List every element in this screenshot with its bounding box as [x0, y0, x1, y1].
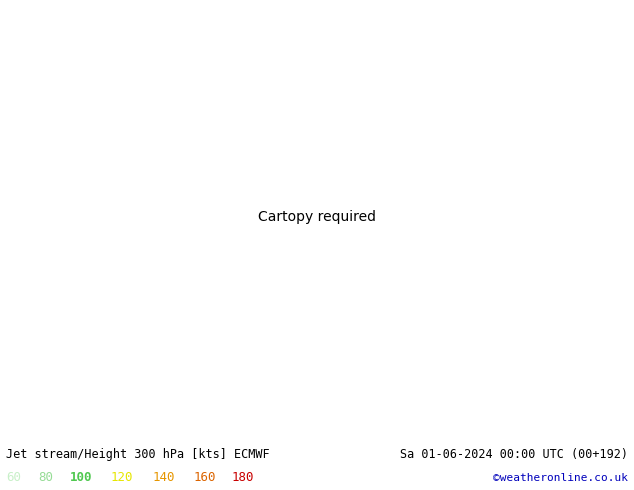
Text: Sa 01-06-2024 00:00 UTC (00+192): Sa 01-06-2024 00:00 UTC (00+192) [399, 448, 628, 461]
Text: Cartopy required: Cartopy required [258, 210, 376, 224]
Text: ©weatheronline.co.uk: ©weatheronline.co.uk [493, 472, 628, 483]
Text: Jet stream/Height 300 hPa [kts] ECMWF: Jet stream/Height 300 hPa [kts] ECMWF [6, 448, 270, 461]
Text: 160: 160 [193, 471, 216, 484]
Text: 120: 120 [111, 471, 133, 484]
Text: 60: 60 [6, 471, 22, 484]
Text: 140: 140 [152, 471, 174, 484]
Text: 180: 180 [231, 471, 254, 484]
Text: 80: 80 [38, 471, 53, 484]
Text: 100: 100 [70, 471, 92, 484]
